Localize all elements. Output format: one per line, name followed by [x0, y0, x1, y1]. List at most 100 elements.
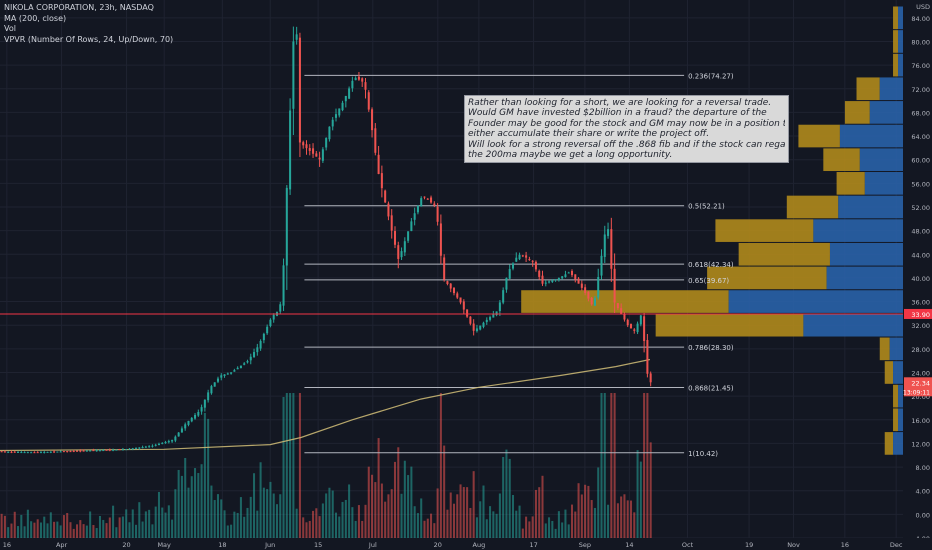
candle[interactable] [426, 198, 429, 200]
candle[interactable] [76, 450, 79, 452]
candle[interactable] [446, 281, 449, 285]
candle[interactable] [30, 452, 33, 454]
candle[interactable] [423, 196, 426, 198]
vpvr-row-down[interactable] [738, 242, 830, 266]
trade-annotation[interactable]: Rather than looking for a short, we are … [464, 95, 789, 164]
vpvr-row-up[interactable] [898, 6, 903, 30]
candle[interactable] [167, 441, 170, 443]
candle[interactable] [570, 271, 574, 276]
candle[interactable] [626, 319, 629, 326]
candle[interactable] [62, 451, 65, 453]
candle[interactable] [43, 452, 46, 454]
candle[interactable] [59, 451, 62, 453]
candle[interactable] [593, 298, 596, 306]
vpvr-row-down[interactable] [856, 77, 880, 101]
candle[interactable] [498, 302, 501, 312]
candle[interactable] [367, 92, 370, 110]
candle[interactable] [98, 450, 101, 452]
last-price-badge[interactable] [904, 377, 932, 397]
vpvr-row-down[interactable] [893, 53, 899, 77]
vol-legend[interactable]: Vol [4, 24, 16, 33]
vpvr-row-up[interactable] [869, 101, 903, 124]
vpvr-row-up[interactable] [813, 219, 903, 242]
candle[interactable] [407, 231, 410, 241]
candle[interactable] [236, 367, 239, 370]
candle[interactable] [154, 444, 157, 446]
candle[interactable] [344, 95, 347, 102]
candle[interactable] [26, 452, 29, 454]
candle[interactable] [384, 190, 387, 203]
candle[interactable] [361, 78, 364, 82]
candle[interactable] [200, 407, 203, 412]
candle[interactable] [292, 41, 295, 109]
candle[interactable] [492, 314, 495, 318]
candle[interactable] [351, 80, 354, 89]
candle[interactable] [607, 229, 610, 236]
candle[interactable] [502, 290, 505, 303]
candle[interactable] [341, 102, 344, 111]
candle[interactable] [177, 432, 180, 437]
candle[interactable] [452, 287, 456, 294]
candle[interactable] [128, 448, 131, 450]
candle[interactable] [564, 274, 567, 278]
candle[interactable] [223, 374, 226, 376]
vpvr-row-up[interactable] [889, 337, 903, 361]
candle[interactable] [534, 261, 537, 270]
candle[interactable] [151, 445, 154, 447]
vpvr-row-up[interactable] [829, 242, 903, 266]
candle[interactable] [210, 386, 213, 394]
candle[interactable] [17, 452, 20, 454]
vpvr-row-down[interactable] [893, 384, 899, 408]
candle[interactable] [348, 88, 351, 99]
candle[interactable] [49, 451, 52, 453]
candle[interactable] [469, 316, 472, 324]
candle[interactable] [272, 314, 275, 320]
candle[interactable] [561, 276, 564, 279]
candle[interactable] [466, 309, 469, 317]
candle[interactable] [328, 126, 331, 140]
candle[interactable] [590, 297, 593, 305]
candle[interactable] [262, 333, 265, 341]
candle[interactable] [141, 447, 144, 449]
vpvr-row-up[interactable] [898, 30, 903, 53]
candle[interactable] [459, 297, 462, 303]
candle[interactable] [56, 451, 59, 453]
vpvr-legend[interactable]: VPVR (Number Of Rows, 24, Up/Down, 70) [4, 34, 174, 44]
candle[interactable] [190, 417, 193, 422]
candle[interactable] [636, 323, 639, 333]
candle[interactable] [567, 272, 570, 274]
candle[interactable] [403, 241, 406, 253]
candle[interactable] [334, 114, 338, 118]
candle[interactable] [92, 450, 95, 452]
vpvr-row-down[interactable] [893, 6, 899, 30]
vpvr-row-down[interactable] [715, 219, 814, 242]
candle[interactable] [610, 229, 613, 269]
candle[interactable] [112, 449, 115, 451]
candle[interactable] [557, 278, 560, 281]
candle[interactable] [551, 280, 554, 282]
vpvr-row-up[interactable] [898, 53, 903, 77]
candle[interactable] [171, 440, 174, 442]
candle[interactable] [318, 157, 321, 160]
candle[interactable] [420, 198, 423, 207]
candle[interactable] [315, 153, 318, 157]
candle[interactable] [256, 347, 259, 353]
candle[interactable] [138, 447, 141, 449]
candle[interactable] [89, 450, 92, 452]
candle[interactable] [82, 450, 85, 452]
candle[interactable] [597, 276, 600, 298]
candle[interactable] [479, 325, 482, 330]
candle[interactable] [544, 282, 547, 284]
vpvr-row-down[interactable] [844, 101, 870, 124]
candle[interactable] [249, 356, 252, 361]
candle[interactable] [36, 452, 39, 454]
candle[interactable] [639, 315, 642, 325]
candle[interactable] [180, 428, 183, 433]
candle[interactable] [279, 304, 282, 312]
candle[interactable] [85, 450, 88, 452]
vpvr-row-up[interactable] [879, 77, 903, 101]
price-marker-badge[interactable] [904, 308, 932, 319]
candle[interactable] [207, 392, 210, 401]
candle[interactable] [574, 274, 577, 280]
candle[interactable] [125, 449, 128, 451]
